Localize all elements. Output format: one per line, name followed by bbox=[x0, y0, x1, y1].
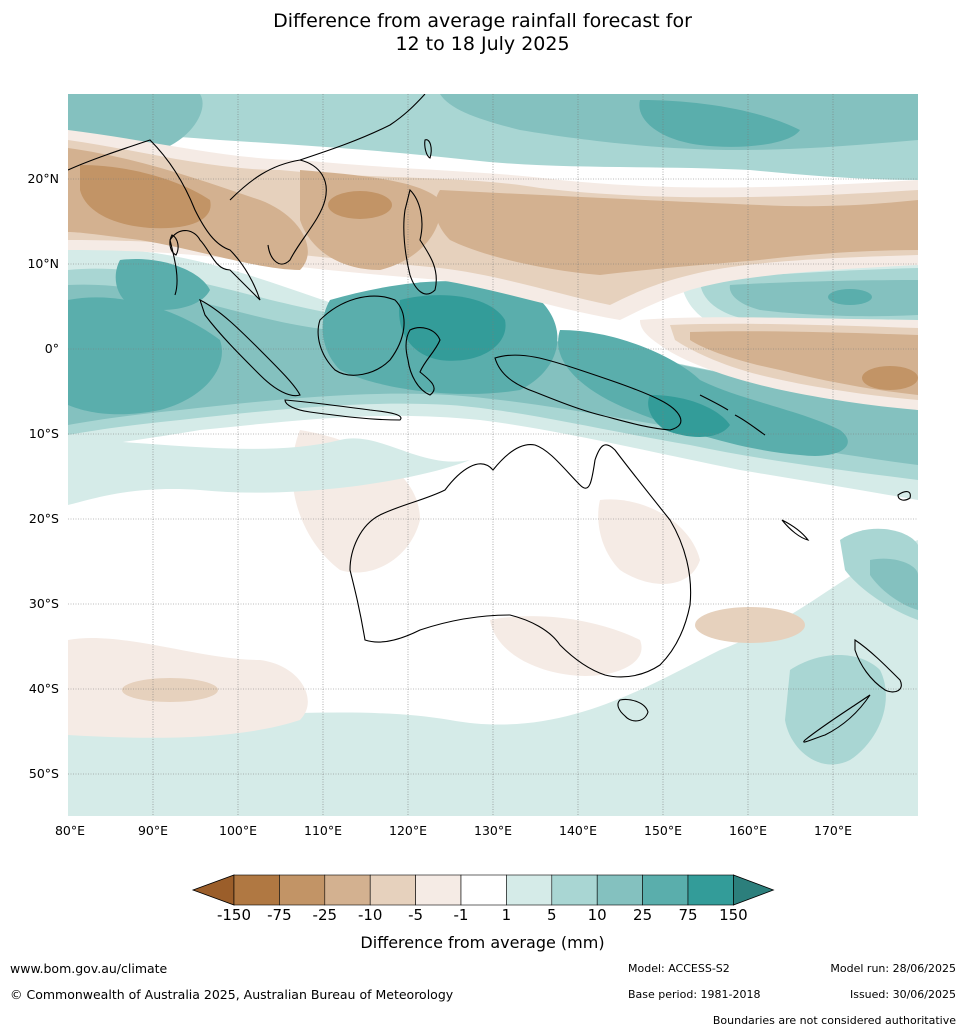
footer-issued: Issued: 30/06/2025 bbox=[849, 988, 956, 1001]
lon-label-150e: 150°E bbox=[643, 823, 683, 838]
anomaly-region-indian-ocean-light bbox=[68, 438, 470, 505]
lat-label-20n: 20°N bbox=[27, 171, 59, 186]
colorbar-title: Difference from average (mm) bbox=[360, 933, 605, 952]
footer-model: Model: ACCESS-S2 bbox=[628, 962, 730, 975]
anomaly-region-east-pacific-core bbox=[870, 558, 918, 610]
anomaly-region-equatorial-pacific-dry-medium bbox=[690, 331, 918, 395]
coastline-philippines bbox=[403, 188, 437, 295]
coastline-new-zealand-south bbox=[803, 694, 871, 743]
colorbar-swatches bbox=[191, 874, 775, 906]
coastline-tasmania bbox=[617, 698, 649, 722]
footer-model-run: Model run: 28/06/2025 bbox=[830, 962, 956, 975]
anomaly-region-southern-ocean-band bbox=[68, 742, 520, 816]
coastline-new-guinea bbox=[494, 354, 682, 431]
anomaly-region-tasman bbox=[785, 655, 886, 765]
footer-copyright: © Commonwealth of Australia 2025, Austra… bbox=[10, 987, 454, 1002]
coastline-sri-lanka bbox=[169, 234, 179, 256]
lat-label-0: 0° bbox=[44, 341, 59, 356]
anomaly-region-south-indian-dry-core bbox=[122, 678, 218, 702]
lon-label-130e: 130°E bbox=[473, 823, 513, 838]
footer-website: www.bom.gov.au/climate bbox=[10, 961, 168, 976]
coastline-sumatra bbox=[199, 298, 301, 397]
colorbar-tick-label: 150 bbox=[719, 906, 748, 924]
colorbar-tick-label: -25 bbox=[312, 906, 338, 924]
anomaly-region-philippine-sea-dry bbox=[434, 190, 918, 275]
colorbar-tick-label: 10 bbox=[587, 906, 607, 924]
coastline-java bbox=[284, 399, 402, 421]
lon-label-110e: 110°E bbox=[303, 823, 343, 838]
coastline-fiji bbox=[897, 491, 911, 501]
title-line-1: Difference from average rainfall forecas… bbox=[273, 10, 692, 32]
colorbar-swatch bbox=[369, 874, 416, 906]
lat-label-20s: 20°S bbox=[28, 511, 59, 526]
colorbar-swatch bbox=[279, 874, 326, 906]
footer-base-period: Base period: 1981-2018 bbox=[628, 988, 761, 1001]
anomaly-region-bay-wet bbox=[115, 259, 210, 310]
coastlines bbox=[68, 94, 911, 743]
colorbar-tick-label: 75 bbox=[678, 906, 698, 924]
anomaly-region-sea-dry-core bbox=[328, 191, 392, 219]
colorbar-tick-label: -150 bbox=[216, 906, 252, 924]
colorbar-extend-low bbox=[191, 874, 235, 906]
anomaly-region-equatorial-pacific-dry-core bbox=[862, 366, 918, 390]
colorbar-extend-high bbox=[733, 874, 775, 906]
coastline-taiwan bbox=[424, 139, 432, 159]
lon-label-170e: 170°E bbox=[813, 823, 853, 838]
lat-label-50s: 50°S bbox=[28, 766, 59, 781]
coastline-new-zealand-north bbox=[854, 638, 902, 693]
colorbar-swatch bbox=[460, 874, 507, 906]
lat-label-30s: 30°S bbox=[28, 596, 59, 611]
lat-label-40s: 40°S bbox=[28, 681, 59, 696]
map-title: Difference from average rainfall forecas… bbox=[0, 10, 965, 56]
anomaly-region-australia-south-dry bbox=[490, 616, 642, 676]
colorbar-swatch bbox=[642, 874, 689, 906]
colorbar-tick-label: 1 bbox=[501, 906, 512, 924]
anomaly-region-north-pacific-medium bbox=[729, 280, 918, 317]
colorbar-tick-label: -75 bbox=[267, 906, 292, 924]
lon-label-160e: 160°E bbox=[728, 823, 768, 838]
lon-label-90e: 90°E bbox=[137, 823, 169, 838]
coastline-asia-mainland bbox=[68, 94, 426, 301]
lon-label-140e: 140°E bbox=[558, 823, 598, 838]
anomaly-region-maritime-core bbox=[399, 295, 506, 361]
colorbar-swatch bbox=[687, 874, 734, 906]
gridlines bbox=[68, 94, 918, 816]
colorbar-tick-label: 5 bbox=[547, 906, 557, 924]
anomaly-region-north-pacific-core bbox=[828, 289, 872, 305]
anomaly-region-australia-dry-patch bbox=[598, 499, 700, 584]
footer-disclaimer: Boundaries are not considered authoritat… bbox=[712, 1014, 956, 1027]
title-line-2: 12 to 18 July 2025 bbox=[395, 33, 570, 55]
coastline-australia bbox=[349, 444, 692, 678]
lat-label-10s: 10°S bbox=[28, 426, 59, 441]
coastline-sulawesi bbox=[405, 327, 441, 396]
colorbar-swatch bbox=[506, 874, 553, 906]
coastline-new-caledonia bbox=[781, 519, 810, 541]
coastline-borneo bbox=[317, 295, 405, 376]
colorbar-swatch bbox=[324, 874, 371, 906]
colorbar-tick-label: 25 bbox=[633, 906, 653, 924]
anomaly-region-pacific-wet bbox=[558, 330, 848, 456]
anomaly-region-south-china-sea-dry bbox=[300, 170, 441, 270]
colorbar-tick-label: -5 bbox=[408, 906, 424, 924]
coastline-solomons bbox=[699, 394, 766, 436]
colorbar-tick-label: -1 bbox=[453, 906, 469, 924]
anomaly-region-east-coast-dry bbox=[695, 607, 805, 643]
colorbar-swatch bbox=[233, 874, 280, 906]
anomaly-region-bay-dry-core bbox=[80, 165, 211, 229]
anomaly-region-southern-ocean-light bbox=[68, 540, 918, 816]
colorbar-swatch bbox=[551, 874, 598, 906]
anomaly-region-indian-ocean-wet bbox=[68, 297, 222, 415]
colorbar-tick-label: -10 bbox=[357, 906, 383, 924]
lon-label-120e: 120°E bbox=[388, 823, 428, 838]
lat-label-10n: 10°N bbox=[27, 256, 59, 271]
lon-label-80e: 80°E bbox=[54, 823, 86, 838]
colorbar-swatch bbox=[596, 874, 643, 906]
colorbar-swatch bbox=[415, 874, 462, 906]
anomaly-region-northern-wet-core bbox=[639, 100, 800, 147]
lon-label-100e: 100°E bbox=[218, 823, 258, 838]
colorbar bbox=[191, 874, 775, 906]
